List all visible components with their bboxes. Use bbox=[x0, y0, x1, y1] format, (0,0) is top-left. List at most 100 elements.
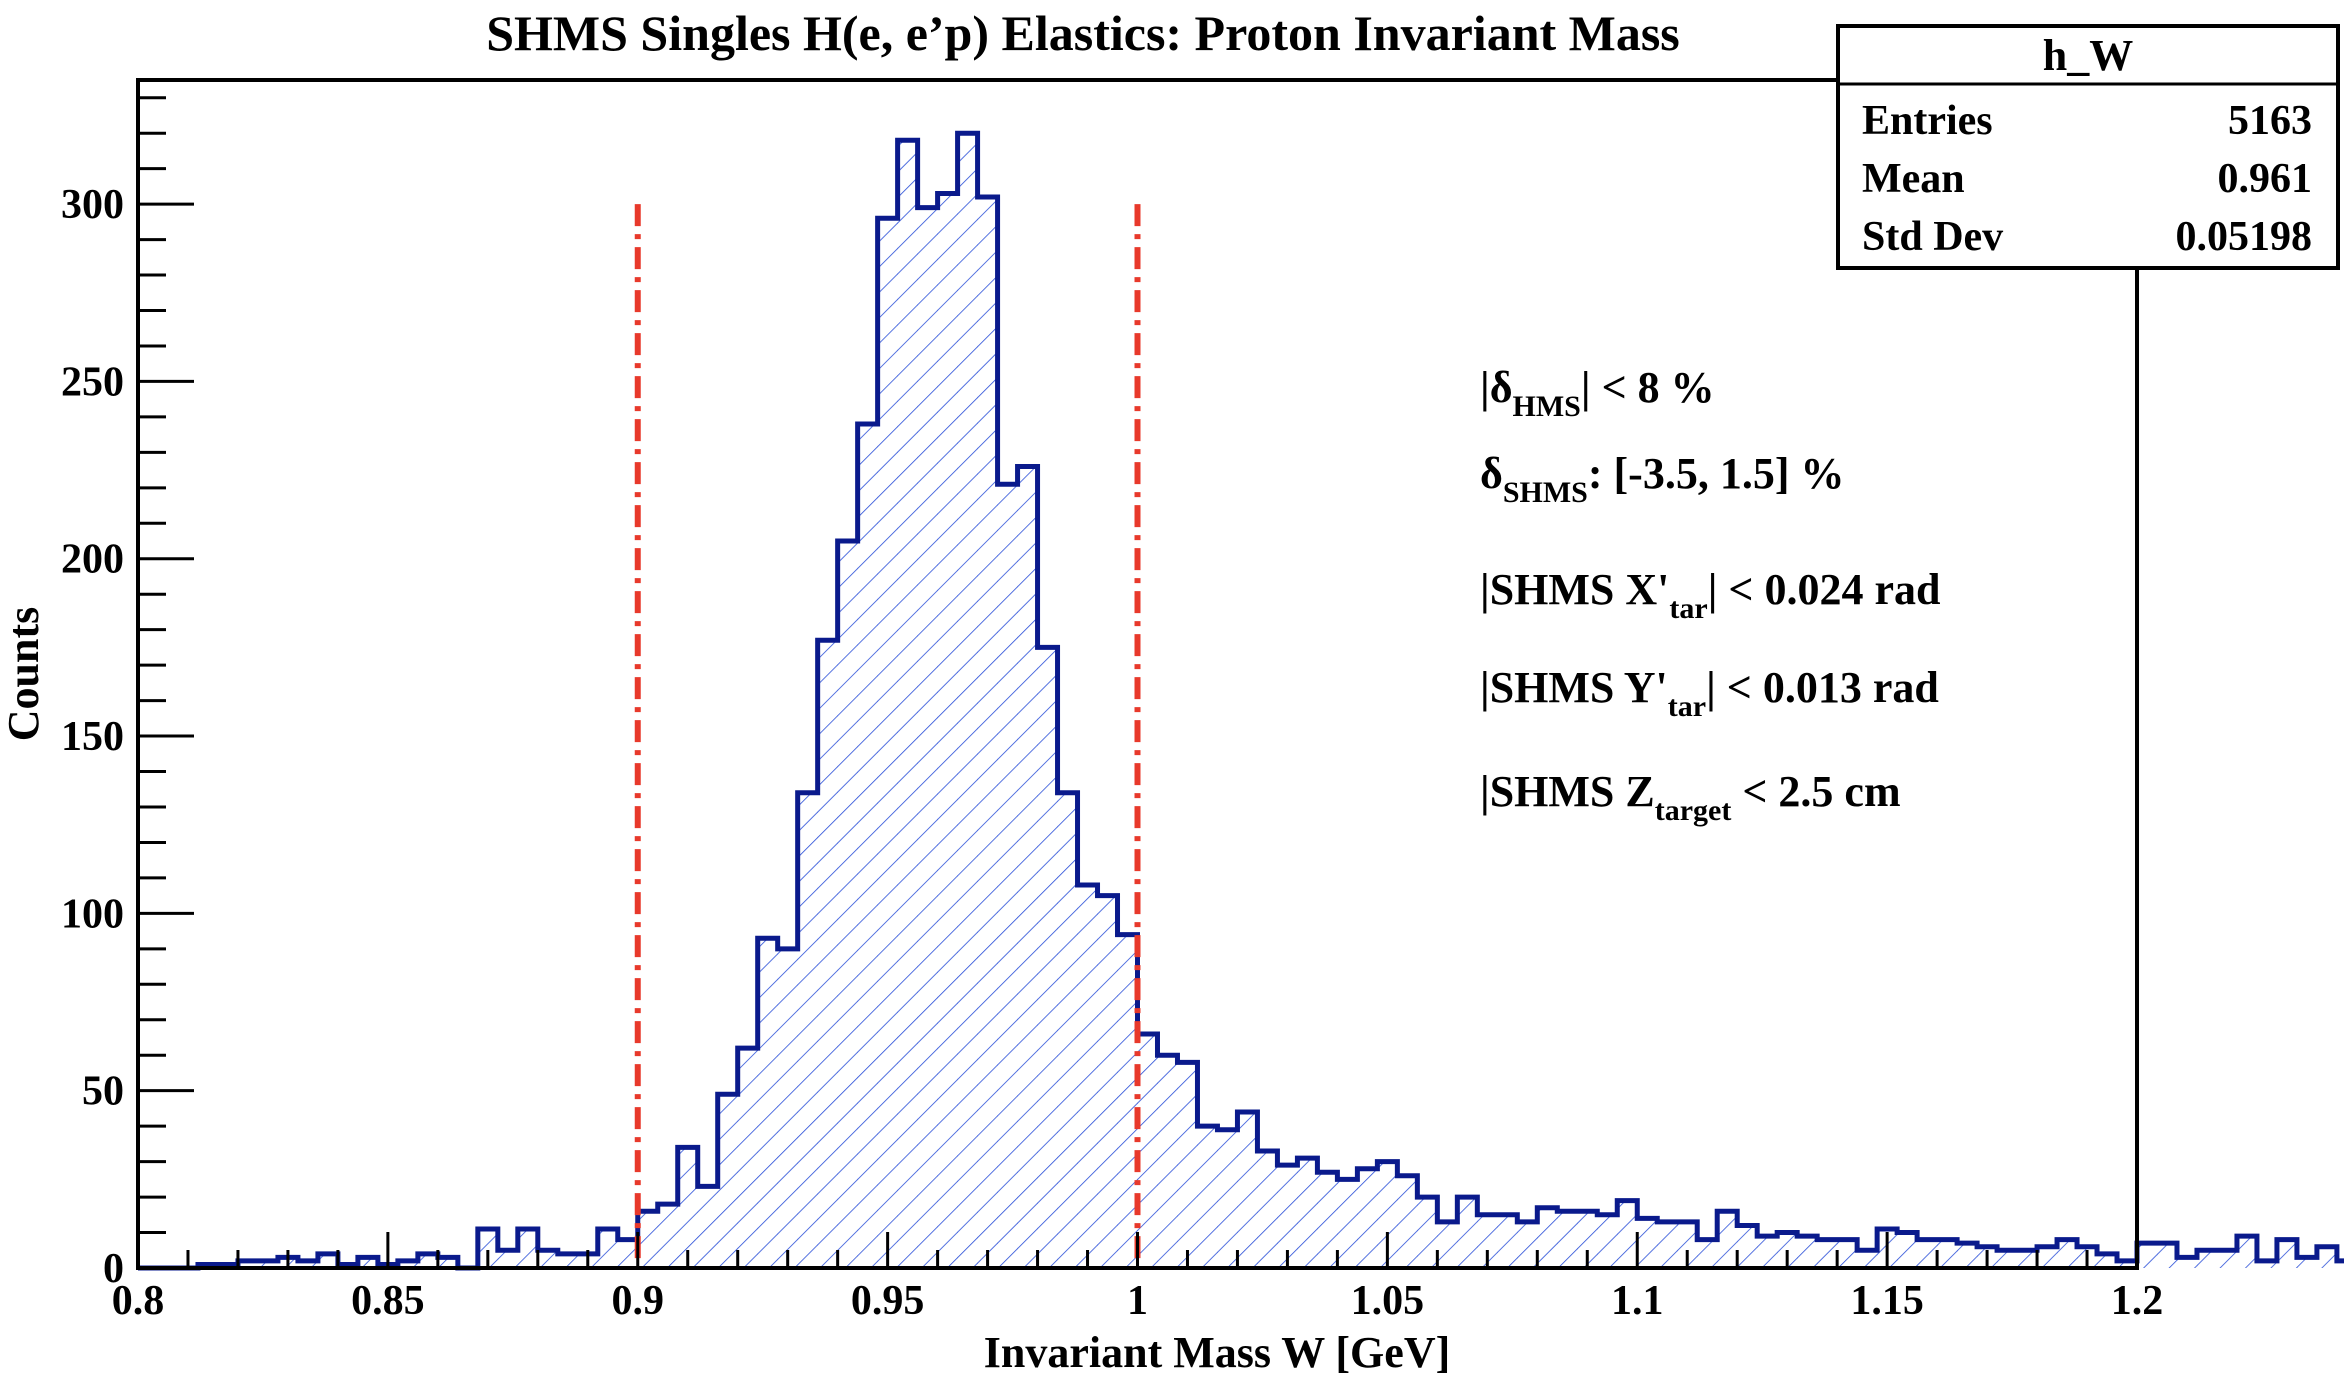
histogram-bin bbox=[1417, 1197, 1438, 1268]
histogram-bin bbox=[1837, 1239, 1858, 1268]
y-tick-label: 300 bbox=[61, 182, 124, 228]
cut-annotations: |δHMS| < 8 % δSHMS: [-3.5, 1.5] % |SHMS X'… bbox=[1480, 363, 1940, 827]
histogram-bin bbox=[1237, 1111, 1258, 1268]
histogram-bin bbox=[817, 640, 839, 1268]
histogram-bin bbox=[1657, 1221, 1678, 1268]
stats-histogram-name: h_W bbox=[2043, 31, 2133, 80]
cut-lines bbox=[634, 204, 1141, 1268]
histogram-bin bbox=[657, 1204, 679, 1268]
histogram-bin bbox=[1917, 1239, 1938, 1268]
histogram-bin bbox=[1217, 1129, 1238, 1268]
y-axis-ticks bbox=[138, 96, 194, 1270]
x-tick-label: 0.9 bbox=[612, 1278, 665, 1324]
histogram-bin bbox=[2037, 1246, 2058, 1268]
stats-mean-label: Mean bbox=[1862, 156, 1965, 202]
stats-entries-label: Entries bbox=[1862, 98, 1993, 144]
y-tick-label: 250 bbox=[61, 359, 124, 405]
x-axis-tick-labels: 0.8 0.85 0.9 0.95 1 1.05 1.1 1.15 1.2 bbox=[112, 1278, 2164, 1324]
histogram-bin bbox=[2256, 1260, 2278, 1268]
annotation-xptar: |SHMS X'tar| < 0.024 rad bbox=[1480, 565, 1940, 625]
histogram-bin bbox=[1097, 895, 1118, 1268]
y-tick-label: 100 bbox=[61, 891, 124, 937]
histogram-bin bbox=[2296, 1257, 2318, 1268]
histogram-bin bbox=[1957, 1243, 1978, 1268]
histogram-bin bbox=[2196, 1250, 2218, 1268]
histogram-bin bbox=[1897, 1232, 1918, 1268]
histogram-bin bbox=[1297, 1158, 1318, 1268]
histogram-bin bbox=[1997, 1250, 2018, 1268]
y-tick-label: 150 bbox=[61, 714, 124, 760]
annotation-ztarget: |SHMS Ztarget < 2.5 cm bbox=[1480, 767, 1901, 827]
histogram-bin bbox=[517, 1228, 539, 1268]
histogram-bin bbox=[1797, 1236, 1818, 1268]
histogram-bin bbox=[1337, 1179, 1358, 1268]
histogram-bin bbox=[1557, 1211, 1578, 1268]
histogram-bin bbox=[737, 1048, 759, 1268]
histogram-bin bbox=[1857, 1250, 1878, 1268]
histogram-bin bbox=[357, 1257, 379, 1268]
histogram-bin bbox=[1617, 1200, 1638, 1268]
histogram-bin bbox=[237, 1260, 259, 1268]
y-axis-tick-labels: 0 50 100 150 200 250 300 bbox=[61, 182, 124, 1292]
x-tick-label: 0.85 bbox=[351, 1278, 425, 1324]
histogram-bin bbox=[1477, 1214, 1498, 1268]
histogram-bin bbox=[797, 792, 819, 1268]
histogram-bin bbox=[1757, 1236, 1778, 1268]
histogram-bin bbox=[957, 133, 978, 1268]
histogram-bin bbox=[1377, 1161, 1398, 1268]
histogram-bin bbox=[2336, 1260, 2344, 1268]
histogram-bin bbox=[837, 541, 859, 1268]
y-tick-label: 50 bbox=[82, 1069, 124, 1115]
histogram-bin bbox=[537, 1250, 559, 1268]
stats-std-dev-value: 0.05198 bbox=[2176, 214, 2313, 260]
histogram-bin bbox=[2176, 1257, 2198, 1268]
stats-box: h_W Entries 5163 Mean 0.961 Std Dev 0.05… bbox=[1836, 24, 2340, 270]
histogram-bin bbox=[1597, 1214, 1618, 1268]
histogram-bin bbox=[1437, 1221, 1458, 1268]
annotation-delta_hms: |δHMS| < 8 % bbox=[1480, 363, 1715, 423]
histogram-bin bbox=[417, 1253, 439, 1268]
histogram-bin bbox=[2236, 1236, 2258, 1268]
histogram-bin bbox=[397, 1260, 419, 1268]
histogram-bin bbox=[937, 193, 958, 1268]
x-tick-label: 1.05 bbox=[1351, 1278, 1425, 1324]
histogram-bin bbox=[1497, 1214, 1518, 1268]
histogram-bin bbox=[317, 1253, 339, 1268]
histogram-bin bbox=[597, 1228, 619, 1268]
histogram-bin bbox=[1737, 1225, 1758, 1268]
histogram-bin bbox=[1817, 1239, 1838, 1268]
histogram-step-line bbox=[138, 130, 2344, 1271]
histogram-bin bbox=[1717, 1211, 1738, 1268]
histogram-bin bbox=[1197, 1126, 1218, 1268]
histogram-bin bbox=[1317, 1172, 1338, 1268]
x-axis-ticks bbox=[136, 1232, 2139, 1268]
histogram-bin bbox=[1157, 1055, 1178, 1268]
histogram-bin bbox=[2156, 1243, 2178, 1268]
histogram-bin bbox=[297, 1260, 319, 1268]
x-tick-label: 1.15 bbox=[1850, 1278, 1924, 1324]
stats-mean-value: 0.961 bbox=[2218, 156, 2313, 202]
annotation-delta_shms: δSHMS: [-3.5, 1.5] % bbox=[1480, 449, 1844, 509]
histogram-bin bbox=[977, 197, 998, 1269]
histogram-bin bbox=[1357, 1168, 1378, 1268]
histogram-bin bbox=[2117, 1260, 2138, 1268]
x-tick-label: 0.95 bbox=[851, 1278, 925, 1324]
histogram-bin bbox=[2017, 1250, 2038, 1268]
histogram-bin bbox=[2137, 1243, 2158, 1268]
histogram-bin bbox=[757, 938, 779, 1268]
stats-std-dev-label: Std Dev bbox=[1862, 214, 2003, 260]
histogram-bin bbox=[877, 218, 899, 1269]
histogram-bin bbox=[617, 1239, 639, 1268]
histogram-bin bbox=[1137, 1033, 1158, 1268]
histogram-bin bbox=[1057, 792, 1078, 1268]
x-tick-label: 1.2 bbox=[2111, 1278, 2164, 1324]
histogram-bin bbox=[2276, 1239, 2298, 1268]
y-tick-label: 200 bbox=[61, 537, 124, 583]
histogram-bin bbox=[1017, 466, 1038, 1268]
y-tick-label: 0 bbox=[103, 1246, 124, 1292]
annotation-yptar: |SHMS Y'tar| < 0.013 rad bbox=[1480, 663, 1939, 723]
histogram-bin bbox=[897, 140, 919, 1268]
histogram-outline bbox=[138, 130, 2344, 1271]
histogram-bin bbox=[777, 948, 799, 1268]
histogram-bin bbox=[1257, 1150, 1278, 1268]
